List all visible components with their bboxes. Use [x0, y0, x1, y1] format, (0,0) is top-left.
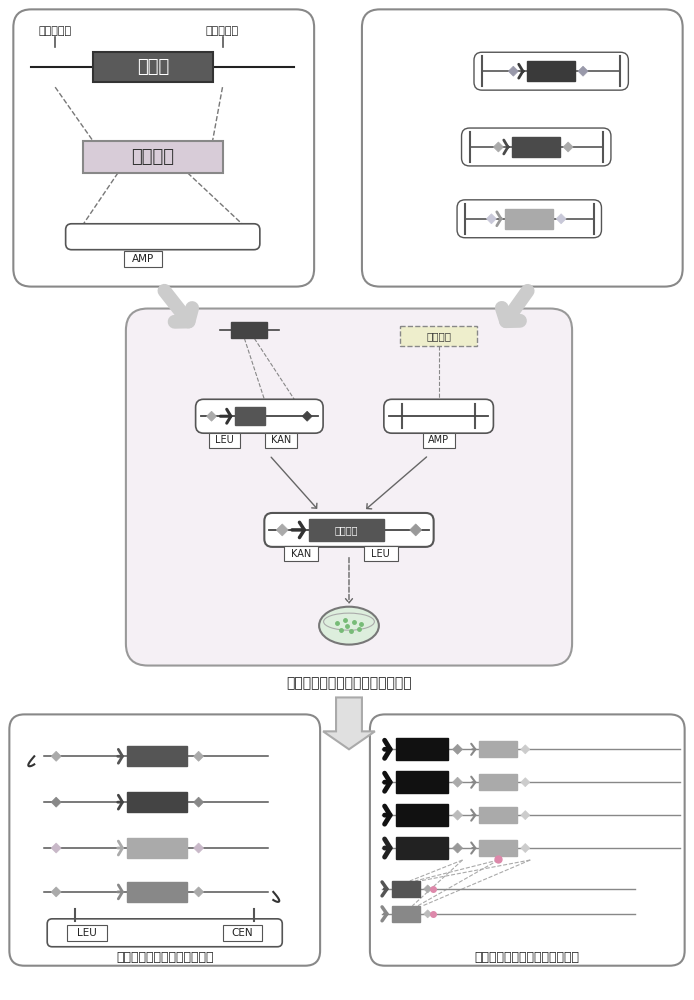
Polygon shape	[302, 411, 312, 421]
Polygon shape	[194, 751, 203, 761]
Polygon shape	[51, 843, 61, 853]
Text: LEU: LEU	[77, 928, 97, 938]
Polygon shape	[520, 844, 530, 853]
Bar	[83, 141, 223, 173]
FancyBboxPatch shape	[13, 9, 314, 287]
Polygon shape	[276, 524, 288, 536]
Text: 标准化位点: 标准化位点	[39, 26, 71, 36]
Bar	[309, 519, 384, 541]
FancyBboxPatch shape	[9, 714, 320, 966]
Bar	[392, 881, 420, 897]
Polygon shape	[51, 887, 61, 897]
Bar	[209, 433, 240, 448]
FancyBboxPatch shape	[126, 309, 572, 666]
FancyBboxPatch shape	[196, 399, 323, 433]
Polygon shape	[207, 411, 217, 421]
Polygon shape	[409, 524, 422, 536]
Bar	[364, 546, 398, 561]
Bar	[127, 882, 187, 902]
FancyBboxPatch shape	[370, 714, 685, 966]
Polygon shape	[452, 744, 462, 754]
FancyBboxPatch shape	[362, 9, 683, 287]
Text: LEU: LEU	[215, 435, 234, 445]
Bar	[400, 326, 477, 346]
Text: CEN: CEN	[232, 928, 253, 938]
Polygon shape	[520, 778, 530, 787]
FancyArrow shape	[323, 697, 375, 749]
Polygon shape	[493, 142, 503, 152]
Bar	[396, 837, 448, 859]
Polygon shape	[194, 843, 203, 853]
Text: 基因元件: 基因元件	[335, 525, 357, 535]
Text: KAN: KAN	[291, 549, 312, 559]
Text: LEU: LEU	[371, 549, 390, 559]
Text: 基因元件: 基因元件	[131, 148, 174, 166]
Polygon shape	[508, 66, 518, 76]
Polygon shape	[194, 887, 203, 897]
Text: 不同的功能模块组合构成质粒: 不同的功能模块组合构成质粒	[116, 951, 214, 964]
Bar	[423, 433, 455, 448]
Bar	[480, 840, 517, 856]
Polygon shape	[578, 66, 588, 76]
Bar	[223, 925, 262, 941]
Bar	[285, 546, 318, 561]
Text: KAN: KAN	[271, 435, 291, 445]
FancyBboxPatch shape	[47, 919, 282, 947]
Bar	[124, 251, 162, 267]
Bar	[67, 925, 107, 941]
Bar	[505, 209, 553, 229]
Polygon shape	[563, 142, 573, 152]
FancyBboxPatch shape	[462, 128, 611, 166]
Text: 标准化位点: 标准化位点	[206, 26, 239, 36]
FancyBboxPatch shape	[384, 399, 493, 433]
Bar	[396, 771, 448, 793]
Polygon shape	[51, 751, 61, 761]
Text: 源基因: 源基因	[137, 58, 169, 76]
Polygon shape	[424, 885, 432, 893]
Polygon shape	[424, 910, 432, 918]
Bar	[265, 433, 297, 448]
Polygon shape	[452, 777, 462, 787]
FancyBboxPatch shape	[264, 513, 434, 547]
Bar	[512, 137, 560, 157]
Bar	[232, 322, 267, 338]
Text: AMP: AMP	[132, 254, 154, 264]
Polygon shape	[520, 745, 530, 754]
FancyBboxPatch shape	[457, 200, 602, 238]
Polygon shape	[194, 797, 203, 807]
FancyBboxPatch shape	[66, 224, 260, 250]
Bar	[93, 52, 212, 82]
Bar	[127, 746, 187, 766]
Text: 基因元件: 基因元件	[426, 331, 451, 341]
Polygon shape	[51, 797, 61, 807]
Polygon shape	[452, 810, 462, 820]
Bar	[396, 804, 448, 826]
Polygon shape	[486, 214, 496, 224]
Polygon shape	[452, 843, 462, 853]
Polygon shape	[556, 214, 566, 224]
Bar	[480, 774, 517, 790]
Bar	[480, 807, 517, 823]
Text: AMP: AMP	[428, 435, 449, 445]
Bar	[480, 741, 517, 757]
Bar	[527, 61, 575, 81]
Bar	[235, 407, 265, 425]
Text: 不同的功能模块组合整入基因组: 不同的功能模块组合整入基因组	[475, 951, 579, 964]
Ellipse shape	[319, 607, 379, 645]
Bar	[127, 792, 187, 812]
FancyBboxPatch shape	[474, 52, 628, 90]
Polygon shape	[520, 811, 530, 820]
Bar	[127, 838, 187, 858]
Bar	[396, 738, 448, 760]
Text: 功能模块的质粒存放于大肠杆菌中: 功能模块的质粒存放于大肠杆菌中	[286, 676, 412, 690]
Bar	[392, 906, 420, 922]
